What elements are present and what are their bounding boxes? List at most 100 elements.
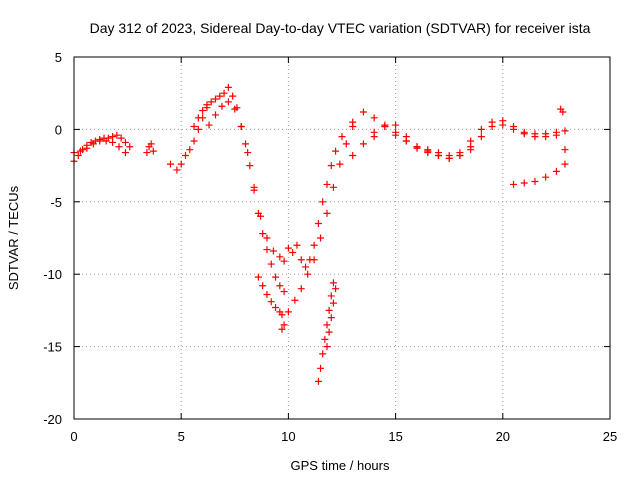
data-point — [216, 92, 224, 100]
data-point — [272, 304, 280, 312]
data-series — [477, 121, 560, 141]
data-series — [323, 285, 340, 351]
data-series — [190, 83, 288, 296]
data-point — [520, 130, 528, 138]
data-point — [113, 131, 121, 139]
data-point — [194, 125, 202, 133]
data-point — [531, 133, 539, 141]
data-point — [83, 144, 91, 152]
data-point — [218, 102, 226, 110]
data-point — [231, 105, 239, 113]
data-point — [317, 234, 325, 242]
data-point — [332, 147, 340, 155]
data-point — [467, 137, 475, 145]
data-series — [166, 104, 211, 174]
data-point — [329, 279, 337, 287]
data-point — [194, 114, 202, 122]
data-point — [254, 273, 262, 281]
data-point — [280, 257, 288, 265]
data-point — [246, 162, 254, 170]
x-tick-label: 10 — [281, 429, 295, 444]
data-point — [488, 123, 496, 131]
data-point — [278, 311, 286, 319]
data-point — [269, 247, 277, 255]
data-point — [510, 180, 518, 188]
data-point — [329, 183, 337, 191]
data-point — [359, 108, 367, 116]
data-point — [263, 246, 271, 254]
data-point — [190, 123, 198, 131]
data-point — [280, 288, 288, 296]
plot-frame — [73, 56, 611, 420]
data-point — [173, 166, 181, 174]
data-series — [278, 321, 288, 333]
data-point — [402, 133, 410, 141]
y-tick-label: -20 — [43, 412, 62, 427]
data-point — [181, 151, 189, 159]
data-point — [310, 256, 318, 264]
data-point — [147, 140, 155, 148]
data-point — [244, 149, 252, 157]
data-series — [557, 105, 569, 154]
data-point — [205, 121, 213, 129]
data-point — [325, 306, 333, 314]
x-tick-label: 20 — [496, 429, 510, 444]
y-tick-label: 5 — [55, 50, 62, 65]
data-point — [302, 263, 310, 271]
data-point — [190, 137, 198, 145]
data-series — [205, 98, 288, 265]
data-point — [413, 144, 421, 152]
data-series — [143, 140, 157, 157]
data-point — [323, 180, 331, 188]
data-point — [424, 149, 432, 157]
data-point — [370, 133, 378, 141]
data-point — [304, 270, 312, 278]
x-tick-label: 5 — [178, 429, 185, 444]
data-point — [96, 137, 104, 145]
data-point — [74, 151, 82, 159]
chart-title: Day 312 of 2023, Sidereal Day-to-day VTE… — [90, 20, 591, 36]
data-point — [370, 114, 378, 122]
data-point — [552, 131, 560, 139]
data-point — [314, 220, 322, 228]
data-point — [121, 138, 129, 146]
data-point — [349, 151, 357, 159]
data-point — [319, 350, 327, 358]
data-point — [327, 314, 335, 322]
data-point — [310, 241, 318, 249]
data-point — [325, 328, 333, 336]
data-point — [520, 179, 528, 187]
data-point — [477, 125, 485, 133]
data-point — [229, 92, 237, 100]
data-point — [76, 147, 84, 155]
data-point — [250, 183, 258, 191]
data-point — [381, 123, 389, 131]
data-point — [263, 290, 271, 298]
data-series — [370, 121, 464, 162]
data-point — [323, 209, 331, 217]
data-point — [327, 162, 335, 170]
data-point — [359, 140, 367, 148]
x-tick-label: 0 — [70, 429, 77, 444]
data-point — [542, 173, 550, 181]
data-point — [224, 98, 232, 106]
data-point — [212, 111, 220, 119]
data-point — [89, 140, 97, 148]
data-point — [542, 133, 550, 141]
data-point — [121, 149, 129, 157]
data-point — [338, 133, 346, 141]
data-point — [272, 273, 280, 281]
data-point — [552, 167, 560, 175]
data-point — [289, 248, 297, 256]
data-point — [237, 123, 245, 131]
data-point — [242, 140, 250, 148]
data-point — [109, 138, 117, 146]
data-point — [314, 377, 322, 385]
data-point — [280, 321, 288, 329]
data-point — [166, 160, 174, 168]
data-point — [276, 253, 284, 261]
data-point — [259, 230, 267, 238]
data-point — [317, 364, 325, 372]
data-point — [531, 178, 539, 186]
